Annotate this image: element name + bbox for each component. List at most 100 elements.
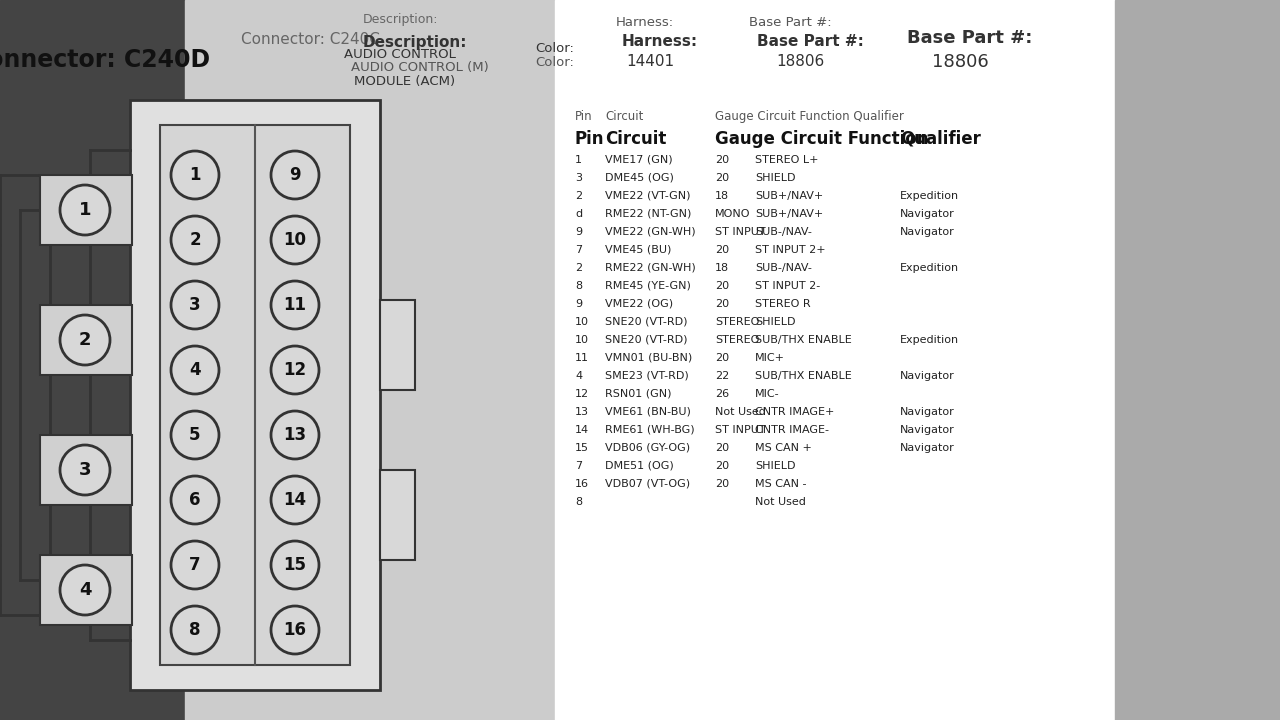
Circle shape bbox=[172, 281, 219, 329]
Text: Base Part #:: Base Part #: bbox=[908, 29, 1033, 47]
Text: MIC+: MIC+ bbox=[755, 353, 785, 363]
Text: MS CAN +: MS CAN + bbox=[755, 443, 812, 453]
Text: Description:: Description: bbox=[362, 35, 467, 50]
Circle shape bbox=[172, 216, 219, 264]
Text: Expedition: Expedition bbox=[900, 191, 959, 201]
Circle shape bbox=[271, 541, 319, 589]
Text: RME61 (WH-BG): RME61 (WH-BG) bbox=[605, 425, 695, 435]
Text: 8: 8 bbox=[575, 497, 582, 507]
Bar bbox=[186, 0, 556, 720]
Text: 1: 1 bbox=[79, 201, 91, 219]
Text: 14: 14 bbox=[575, 425, 589, 435]
Text: VME22 (GN-WH): VME22 (GN-WH) bbox=[605, 227, 695, 237]
Circle shape bbox=[60, 445, 110, 495]
Text: 2: 2 bbox=[79, 331, 91, 349]
Text: 8: 8 bbox=[189, 621, 201, 639]
Text: 4: 4 bbox=[575, 371, 582, 381]
Text: 20: 20 bbox=[716, 461, 730, 471]
Text: VDB06 (GY-OG): VDB06 (GY-OG) bbox=[605, 443, 690, 453]
Text: MODULE (ACM): MODULE (ACM) bbox=[355, 76, 456, 89]
Text: 7: 7 bbox=[189, 556, 201, 574]
Text: 3: 3 bbox=[79, 461, 91, 479]
Bar bbox=[160, 125, 349, 665]
Text: SHIELD: SHIELD bbox=[755, 461, 795, 471]
Text: 10: 10 bbox=[283, 231, 306, 249]
Text: VME22 (OG): VME22 (OG) bbox=[605, 299, 673, 309]
Text: 7: 7 bbox=[575, 461, 582, 471]
Text: 1: 1 bbox=[575, 155, 582, 165]
Text: 18: 18 bbox=[716, 191, 730, 201]
Text: VDB07 (VT-OG): VDB07 (VT-OG) bbox=[605, 479, 690, 489]
Text: 6: 6 bbox=[189, 491, 201, 509]
Text: RME45 (YE-GN): RME45 (YE-GN) bbox=[605, 281, 691, 291]
Text: d: d bbox=[575, 209, 582, 219]
Text: 9: 9 bbox=[575, 299, 582, 309]
Text: Not Used: Not Used bbox=[716, 407, 765, 417]
Text: Navigator: Navigator bbox=[900, 425, 955, 435]
Text: 7: 7 bbox=[575, 245, 582, 255]
Text: CNTR IMAGE-: CNTR IMAGE- bbox=[755, 425, 829, 435]
Text: 13: 13 bbox=[575, 407, 589, 417]
Text: Navigator: Navigator bbox=[900, 209, 955, 219]
Text: 11: 11 bbox=[283, 296, 306, 314]
Text: Navigator: Navigator bbox=[900, 371, 955, 381]
Text: Color:: Color: bbox=[535, 42, 573, 55]
Text: 20: 20 bbox=[716, 281, 730, 291]
Text: Harness:: Harness: bbox=[622, 35, 698, 50]
Text: SUB+/NAV+: SUB+/NAV+ bbox=[755, 209, 823, 219]
Text: 11: 11 bbox=[575, 353, 589, 363]
Bar bbox=[40, 555, 132, 625]
Text: Circuit: Circuit bbox=[605, 110, 644, 123]
Text: MONO: MONO bbox=[716, 209, 750, 219]
Text: 16: 16 bbox=[283, 621, 306, 639]
Circle shape bbox=[271, 346, 319, 394]
Bar bbox=[556, 0, 1115, 720]
Text: Navigator: Navigator bbox=[900, 407, 955, 417]
Bar bbox=[40, 175, 132, 245]
Text: 4: 4 bbox=[79, 581, 91, 599]
Text: SUB+/NAV+: SUB+/NAV+ bbox=[755, 191, 823, 201]
Text: SUB/THX ENABLE: SUB/THX ENABLE bbox=[755, 335, 851, 345]
Text: 20: 20 bbox=[716, 245, 730, 255]
Text: 2: 2 bbox=[189, 231, 201, 249]
Circle shape bbox=[172, 411, 219, 459]
Text: Connector: C240C: Connector: C240C bbox=[241, 32, 379, 48]
Circle shape bbox=[60, 315, 110, 365]
Text: Expedition: Expedition bbox=[900, 263, 959, 273]
Text: VME22 (VT-GN): VME22 (VT-GN) bbox=[605, 191, 690, 201]
Text: RME22 (NT-GN): RME22 (NT-GN) bbox=[605, 209, 691, 219]
Text: Qualifier: Qualifier bbox=[900, 130, 980, 148]
Text: Harness:: Harness: bbox=[616, 16, 675, 29]
Text: ST INPUT 2-: ST INPUT 2- bbox=[755, 281, 820, 291]
Circle shape bbox=[271, 476, 319, 524]
Text: SUB/THX ENABLE: SUB/THX ENABLE bbox=[755, 371, 851, 381]
Text: 16: 16 bbox=[575, 479, 589, 489]
Text: SHIELD: SHIELD bbox=[755, 173, 795, 183]
Text: 20: 20 bbox=[716, 353, 730, 363]
Text: Not Used: Not Used bbox=[755, 497, 806, 507]
Text: 15: 15 bbox=[283, 556, 306, 574]
Text: 18806: 18806 bbox=[932, 53, 988, 71]
Text: 8: 8 bbox=[575, 281, 582, 291]
Bar bbox=[380, 300, 415, 390]
Text: 20: 20 bbox=[716, 155, 730, 165]
Text: 18806: 18806 bbox=[776, 55, 824, 70]
Text: Circuit: Circuit bbox=[605, 130, 667, 148]
Text: AUDIO CONTROL (M): AUDIO CONTROL (M) bbox=[351, 61, 489, 74]
Bar bbox=[40, 435, 132, 505]
Text: RME22 (GN-WH): RME22 (GN-WH) bbox=[605, 263, 696, 273]
Text: SNE20 (VT-RD): SNE20 (VT-RD) bbox=[605, 335, 687, 345]
Text: DME45 (OG): DME45 (OG) bbox=[605, 173, 673, 183]
Circle shape bbox=[271, 216, 319, 264]
Text: VME45 (BU): VME45 (BU) bbox=[605, 245, 672, 255]
Circle shape bbox=[60, 185, 110, 235]
Text: VME61 (BN-BU): VME61 (BN-BU) bbox=[605, 407, 691, 417]
Text: 9: 9 bbox=[289, 166, 301, 184]
Text: 26: 26 bbox=[716, 389, 730, 399]
Circle shape bbox=[172, 541, 219, 589]
Text: AUDIO CONTROL: AUDIO CONTROL bbox=[344, 48, 456, 61]
Text: 22: 22 bbox=[716, 371, 730, 381]
Text: Base Part #:: Base Part #: bbox=[749, 16, 831, 29]
Text: 1: 1 bbox=[189, 166, 201, 184]
Text: 13: 13 bbox=[283, 426, 307, 444]
